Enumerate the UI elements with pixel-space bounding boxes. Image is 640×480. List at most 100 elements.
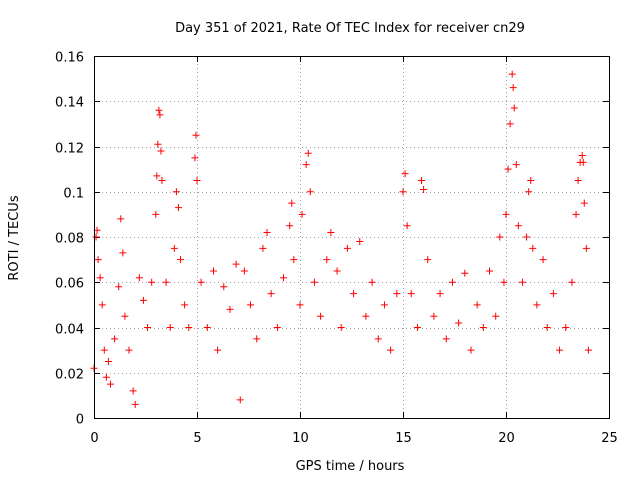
data-point-marker: [527, 176, 535, 184]
data-point-marker: [148, 278, 156, 286]
data-point-marker: [582, 244, 590, 252]
data-point-marker: [129, 387, 137, 395]
data-point-marker: [273, 324, 281, 331]
data-point-marker: [177, 256, 185, 264]
data-point-marker: [362, 312, 370, 320]
data-point-marker: [486, 267, 494, 275]
y-axis-label: ROTI / TECUs: [7, 195, 22, 280]
data-point-marker: [131, 400, 139, 408]
data-point-marker: [387, 346, 395, 354]
data-points: [90, 70, 592, 408]
data-point-marker: [337, 324, 345, 331]
data-point-marker: [104, 357, 112, 365]
data-point-marker: [197, 278, 205, 286]
data-point-marker: [158, 176, 166, 184]
data-point-marker: [192, 131, 200, 139]
data-point-marker: [529, 244, 537, 252]
data-point-marker: [500, 278, 508, 286]
data-point-marker: [121, 312, 129, 320]
data-point-marker: [393, 290, 401, 298]
data-point-marker: [509, 84, 517, 92]
data-point-marker: [380, 301, 388, 309]
data-point-marker: [506, 120, 514, 128]
y-tick-label: 0.16: [55, 51, 84, 66]
data-point-marker: [290, 256, 298, 264]
data-point-marker: [539, 256, 547, 264]
y-tick-label: 0.02: [55, 368, 84, 383]
x-tick-label: 25: [601, 431, 618, 446]
data-point-marker: [170, 244, 178, 252]
data-point-marker: [374, 335, 382, 343]
data-point-marker: [479, 324, 487, 331]
data-point-marker: [512, 161, 520, 169]
data-point-marker: [455, 319, 463, 327]
data-point-marker: [166, 324, 174, 331]
y-tick-label: 0.04: [55, 323, 84, 338]
data-point-marker: [514, 222, 522, 230]
data-point-marker: [574, 176, 582, 184]
data-point-marker: [442, 335, 450, 343]
data-point-marker: [286, 222, 294, 230]
data-point-marker: [356, 238, 364, 246]
data-point-marker: [510, 104, 518, 112]
x-axis-label: GPS time / hours: [296, 459, 405, 474]
data-point-marker: [467, 346, 475, 354]
data-point-marker: [139, 296, 147, 304]
data-point-marker: [209, 267, 217, 275]
data-point-marker: [157, 147, 165, 155]
data-point-marker: [155, 106, 163, 114]
data-point-marker: [333, 267, 341, 275]
data-point-marker: [288, 199, 296, 207]
x-tick-label: 20: [498, 431, 515, 446]
data-point-marker: [125, 346, 133, 354]
data-point-marker: [525, 188, 533, 196]
data-point-marker: [578, 152, 586, 160]
data-point-marker: [420, 185, 428, 193]
data-point-marker: [232, 260, 240, 268]
y-tick-label: 0.08: [55, 232, 84, 247]
data-point-marker: [533, 301, 541, 309]
data-point-marker: [156, 111, 164, 119]
data-point-marker: [154, 140, 162, 148]
data-point-marker: [502, 210, 510, 218]
x-tick-label: 10: [292, 431, 309, 446]
data-point-marker: [343, 244, 351, 252]
data-point-marker: [181, 301, 189, 309]
data-point-marker: [172, 188, 180, 196]
data-point-marker: [96, 274, 104, 282]
data-point-marker: [448, 278, 456, 286]
data-point-marker: [240, 267, 248, 275]
data-point-marker: [302, 161, 310, 169]
data-point-marker: [568, 278, 576, 286]
data-point-marker: [562, 324, 570, 331]
data-point-marker: [579, 158, 587, 166]
data-point-marker: [401, 170, 409, 178]
data-point-marker: [430, 312, 438, 320]
data-point-marker: [185, 324, 193, 331]
data-point-marker: [226, 305, 234, 313]
data-point-marker: [424, 256, 432, 264]
data-point-marker: [220, 283, 228, 291]
data-point-marker: [259, 244, 267, 252]
data-point-marker: [92, 233, 100, 241]
data-point-marker: [263, 228, 271, 236]
data-point-marker: [523, 233, 531, 241]
data-point-marker: [572, 210, 580, 218]
data-point-marker: [106, 380, 114, 388]
data-point-marker: [407, 290, 415, 298]
data-point-marker: [584, 346, 592, 354]
y-tick-label: 0.06: [55, 277, 84, 292]
plot-frame: [94, 56, 610, 419]
data-point-marker: [174, 204, 182, 212]
data-point-marker: [310, 278, 318, 286]
data-point-marker: [280, 274, 288, 282]
data-point-marker: [100, 346, 108, 354]
data-point-marker: [115, 283, 123, 291]
data-point-marker: [98, 301, 106, 309]
data-point-marker: [436, 290, 444, 298]
data-point-marker: [418, 176, 426, 184]
data-point-marker: [327, 228, 335, 236]
data-point-marker: [152, 210, 160, 218]
grid-lines: [94, 56, 609, 418]
